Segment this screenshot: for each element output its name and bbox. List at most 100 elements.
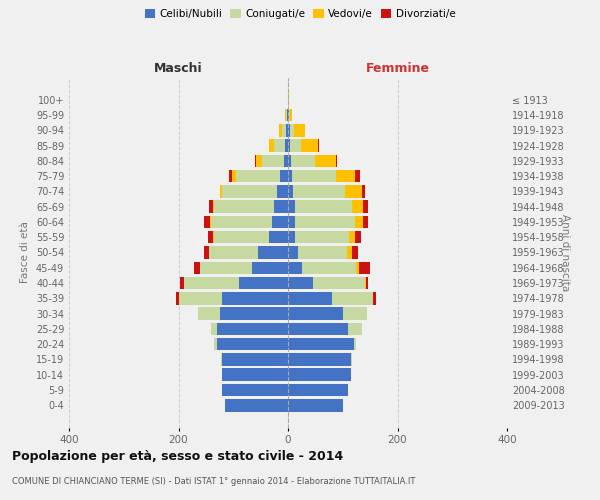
Bar	[288, 322, 348, 335]
Bar	[336, 170, 355, 182]
Bar	[222, 368, 288, 381]
Bar	[288, 200, 295, 213]
Bar	[363, 216, 368, 228]
Bar	[332, 292, 373, 304]
Bar	[239, 277, 288, 289]
Bar	[288, 185, 293, 198]
Bar	[352, 200, 363, 213]
Bar	[272, 216, 288, 228]
Bar	[290, 140, 301, 152]
Bar	[210, 216, 211, 228]
Bar	[184, 277, 239, 289]
Text: Popolazione per età, sesso e stato civile - 2014: Popolazione per età, sesso e stato civil…	[12, 450, 343, 463]
Bar	[288, 154, 291, 167]
Bar	[277, 185, 288, 198]
Bar	[298, 246, 347, 259]
Bar	[204, 246, 209, 259]
Bar	[285, 140, 288, 152]
Bar	[253, 262, 288, 274]
Bar	[293, 185, 346, 198]
Bar	[274, 200, 288, 213]
Bar	[217, 322, 288, 335]
Bar	[354, 338, 356, 350]
Bar	[316, 154, 336, 167]
Bar	[288, 246, 298, 259]
Bar	[366, 277, 368, 289]
Bar	[363, 200, 368, 213]
Bar	[295, 231, 349, 243]
Bar	[262, 154, 284, 167]
Bar	[373, 292, 376, 304]
Bar	[179, 292, 222, 304]
Bar	[214, 338, 217, 350]
Bar	[288, 308, 343, 320]
Bar	[288, 94, 289, 106]
Bar	[256, 154, 262, 167]
Bar	[211, 322, 217, 335]
Bar	[288, 170, 292, 182]
Bar	[258, 246, 288, 259]
Bar	[209, 200, 213, 213]
Bar	[213, 231, 214, 243]
Bar	[288, 277, 313, 289]
Text: COMUNE DI CHIANCIANO TERME (SI) - Dati ISTAT 1° gennaio 2014 - Elaborazione TUTT: COMUNE DI CHIANCIANO TERME (SI) - Dati I…	[12, 478, 415, 486]
Bar	[301, 140, 317, 152]
Bar	[355, 231, 361, 243]
Text: Femmine: Femmine	[365, 62, 430, 75]
Bar	[232, 170, 236, 182]
Bar	[286, 124, 288, 136]
Bar	[214, 200, 274, 213]
Bar	[302, 262, 356, 274]
Legend: Celibi/Nubili, Coniugati/e, Vedovi/e, Divorziati/e: Celibi/Nubili, Coniugati/e, Vedovi/e, Di…	[140, 5, 460, 24]
Bar	[255, 154, 256, 167]
Bar	[269, 140, 274, 152]
Bar	[223, 185, 277, 198]
Bar	[274, 140, 285, 152]
Bar	[211, 216, 272, 228]
Bar	[222, 384, 288, 396]
Bar	[343, 308, 367, 320]
Bar	[290, 124, 294, 136]
Bar	[289, 108, 290, 121]
Bar	[229, 170, 232, 182]
Bar	[288, 262, 302, 274]
Bar	[222, 292, 288, 304]
Bar	[291, 154, 316, 167]
Bar	[221, 353, 222, 366]
Text: Maschi: Maschi	[154, 62, 203, 75]
Bar	[288, 231, 295, 243]
Bar	[288, 292, 332, 304]
Bar	[203, 216, 210, 228]
Bar	[295, 200, 352, 213]
Bar	[220, 185, 222, 198]
Bar	[288, 384, 348, 396]
Bar	[346, 185, 362, 198]
Bar	[288, 353, 351, 366]
Bar	[356, 262, 359, 274]
Bar	[269, 231, 288, 243]
Bar	[280, 170, 288, 182]
Bar	[194, 262, 200, 274]
Bar	[286, 108, 287, 121]
Bar	[351, 353, 352, 366]
Bar	[348, 322, 362, 335]
Bar	[220, 308, 288, 320]
Bar	[200, 262, 253, 274]
Bar	[347, 246, 352, 259]
Bar	[292, 170, 336, 182]
Bar	[317, 140, 319, 152]
Bar	[282, 124, 286, 136]
Bar	[288, 140, 290, 152]
Bar	[313, 277, 365, 289]
Bar	[295, 216, 355, 228]
Bar	[288, 338, 354, 350]
Bar	[179, 277, 184, 289]
Bar	[352, 246, 358, 259]
Bar	[294, 124, 305, 136]
Bar	[336, 154, 337, 167]
Y-axis label: Fasce di età: Fasce di età	[20, 222, 30, 284]
Bar	[279, 124, 282, 136]
Bar	[285, 108, 286, 121]
Bar	[288, 368, 351, 381]
Bar	[365, 277, 366, 289]
